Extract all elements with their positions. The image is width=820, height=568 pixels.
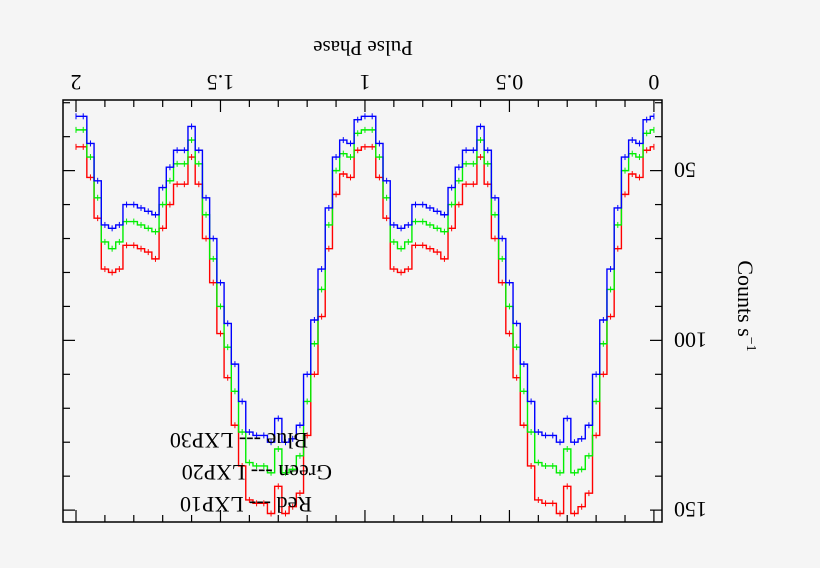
legend-dash: --- <box>239 428 261 453</box>
legend: Red --- LXP10 Green --- LXP20 Blue --- L… <box>170 428 332 517</box>
plot-frame <box>62 99 663 523</box>
legend-dash: --- <box>249 492 271 517</box>
y-tick-label: 150 <box>674 497 707 522</box>
legend-entry-lxp10: Red --- LXP10 <box>180 492 312 517</box>
y-axis-label-text: Counts s <box>733 260 758 336</box>
legend-color-blue: Blue <box>266 428 308 453</box>
x-tick-label: 0.5 <box>496 70 524 95</box>
axis-ticks <box>63 100 662 522</box>
legend-color-red: Red <box>277 492 312 517</box>
legend-label-lxp10: LXP10 <box>180 492 244 517</box>
x-axis-label: Pulse Phase <box>313 36 413 60</box>
x-tick-label: 0 <box>648 70 659 95</box>
legend-label-lxp20: LXP20 <box>182 460 246 485</box>
y-tick-label: 100 <box>674 327 707 352</box>
x-tick-label: 2 <box>71 70 82 95</box>
legend-color-green: Green <box>278 460 332 485</box>
y-axis-label: Counts s−1 <box>733 260 758 351</box>
y-axis-label-exponent: −1 <box>743 337 758 352</box>
rotated-plot: 0 0.5 1 1.5 2 50 100 150 Pulse Phase Counts s−1… <box>62 36 758 523</box>
legend-dash: --- <box>251 460 273 485</box>
y-tick-label: 50 <box>674 158 696 183</box>
series-lines <box>75 113 655 517</box>
legend-label-lxp30: LXP30 <box>170 428 234 453</box>
x-tick-label: 1 <box>359 70 370 95</box>
legend-entry-lxp20: Green --- LXP20 <box>182 460 332 485</box>
series-line-lxp30 <box>76 115 654 443</box>
x-tick-label: 1.5 <box>207 70 235 95</box>
tick-labels: 0 0.5 1 1.5 2 50 100 150 <box>71 70 707 522</box>
legend-entry-lxp30: Blue --- LXP30 <box>170 428 308 453</box>
